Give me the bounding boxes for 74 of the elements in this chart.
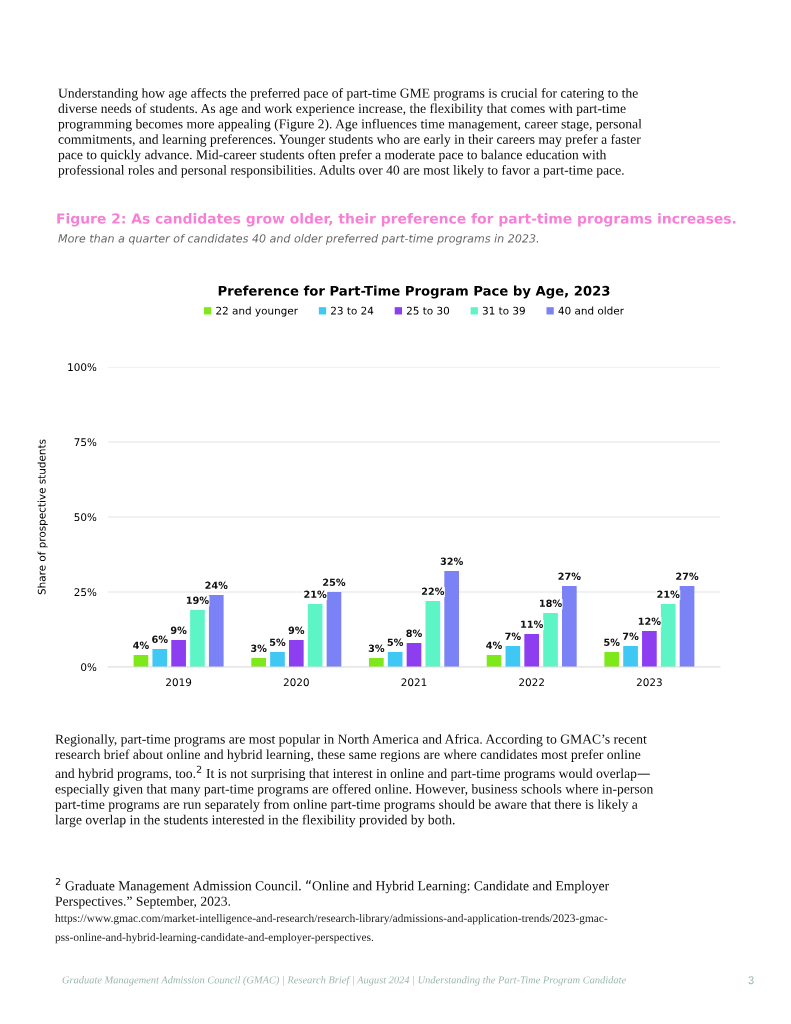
text: 3	[748, 976, 754, 985]
x-tick-label: 2020	[283, 678, 309, 687]
data-label: 21%	[304, 590, 327, 598]
x-tick-label: 2023	[636, 678, 662, 687]
data-label: 18%	[539, 599, 562, 607]
data-label: 4%	[486, 641, 502, 649]
legend-label: 40 and older	[558, 306, 624, 315]
data-label: 7%	[622, 632, 639, 640]
bar	[642, 631, 657, 667]
data-label: 21%	[657, 590, 680, 598]
bar	[251, 658, 266, 667]
x-tick-label: 2019	[166, 678, 192, 687]
data-label: 27%	[558, 572, 581, 580]
bar	[543, 613, 558, 667]
bar	[406, 643, 422, 667]
bar	[444, 571, 460, 667]
legend-label: 22 and younger	[216, 306, 298, 317]
bar	[307, 604, 323, 667]
bar	[660, 604, 676, 667]
bar	[270, 652, 285, 667]
y-tick-label: 25%	[74, 588, 97, 597]
y-tick-label: 0%	[81, 663, 97, 672]
bar	[171, 640, 186, 667]
y-tick-label: 100%	[68, 363, 97, 372]
data-label: 24%	[205, 581, 228, 589]
y-tick-label: 75%	[74, 438, 97, 447]
legend-label: 25 to 30	[406, 306, 450, 315]
data-label: 6%	[152, 635, 168, 643]
bar	[562, 586, 577, 667]
data-label: 22%	[421, 587, 445, 595]
legend-label: 31 to 39	[482, 306, 525, 315]
data-label: 19%	[186, 596, 209, 604]
data-label: 25%	[323, 578, 346, 586]
bar	[505, 646, 521, 667]
bar	[679, 586, 695, 667]
x-tick-label: 2021	[401, 678, 427, 687]
x-tick-label: 2022	[519, 678, 544, 687]
caption: Figure 2: As candidates grow older, their preference for part-time programs increases.	[57, 213, 736, 227]
text: Regionally, part-time programs are most popular in North America and Africa. According to GMAC’s recent research brief about online and hybrid learning, these same regions are where candidates most prefer online and hybrid programs, too.$^{2}$ It is not surprising that interest in online and part-time programs would overlap— especially given that many part-time programs are offered online. However, business schools where in-person part-time programs are run separately from online part-time programs should be aware that there is likely a large overlap in the students interested in the flexibility provided by both.	[55, 734, 654, 828]
y-axis-title: Share of prospective students	[37, 439, 48, 595]
y-tick-label: 50%	[74, 513, 97, 522]
bar	[387, 652, 403, 667]
text: More than a quarter of candidates 40 and older preferred part-time programs in 2023.	[58, 234, 539, 245]
bar	[152, 649, 168, 667]
data-label: 5%	[604, 638, 620, 646]
bar	[524, 634, 540, 667]
data-label: 3%	[368, 644, 385, 652]
data-label: 4%	[133, 641, 149, 649]
bar	[190, 610, 205, 667]
chart-title: Preference for Part-Time Program Pace by Age, 2023	[218, 285, 610, 299]
data-label: 9%	[170, 626, 187, 634]
text: Graduate Management Admission Council (GMAC) | Research Brief | August 2024 | Understanding the Part-Time Program Candidate	[62, 976, 626, 986]
data-label: 12%	[638, 617, 661, 625]
bar	[326, 592, 342, 667]
bar	[425, 601, 441, 667]
data-label: 8%	[406, 629, 422, 637]
data-label: 5%	[387, 638, 404, 646]
data-label: 3%	[251, 644, 267, 652]
data-label: 27%	[676, 572, 699, 580]
data-label: 7%	[505, 632, 521, 640]
text: Understanding how age affects the preferred pace of part-time GME programs is crucial for catering to the diverse needs of students. As age and work experience increase, the flexibility that comes with part-time programming becomes more appealing (Figure 2). Age influences time management, career stage, personal commitments, and learning preferences. Younger students who are early in their careers may prefer a faster pace to quickly advance. Mid-career students often prefer a moderate pace to balance education with professional roles and personal responsibilities. Adults over 40 are most likely to favor a part-time pace.	[58, 88, 642, 178]
bar	[604, 652, 620, 667]
data-label: 9%	[288, 626, 305, 634]
bar	[368, 658, 384, 667]
bar	[208, 595, 224, 667]
bar	[623, 646, 638, 667]
text: $^{2}$ Graduate Management Admission Council. “Online and Hybrid Learning: Candidate and Employer Perspectives.” September, 2023.	[55, 878, 610, 909]
bar	[288, 640, 304, 667]
legend-label: 23 to 24	[331, 306, 374, 315]
data-label: 32%	[440, 557, 463, 565]
text: https://www.gmac.com/market-intelligence-and-research/research-library/admissions-and-application-trends/2023-gmac-	[55, 914, 608, 925]
data-label: 11%	[521, 620, 544, 628]
text: pss-online-and-hybrid-learning-candidate-and-employer-perspectives.	[55, 933, 374, 944]
data-label: 5%	[269, 638, 286, 646]
